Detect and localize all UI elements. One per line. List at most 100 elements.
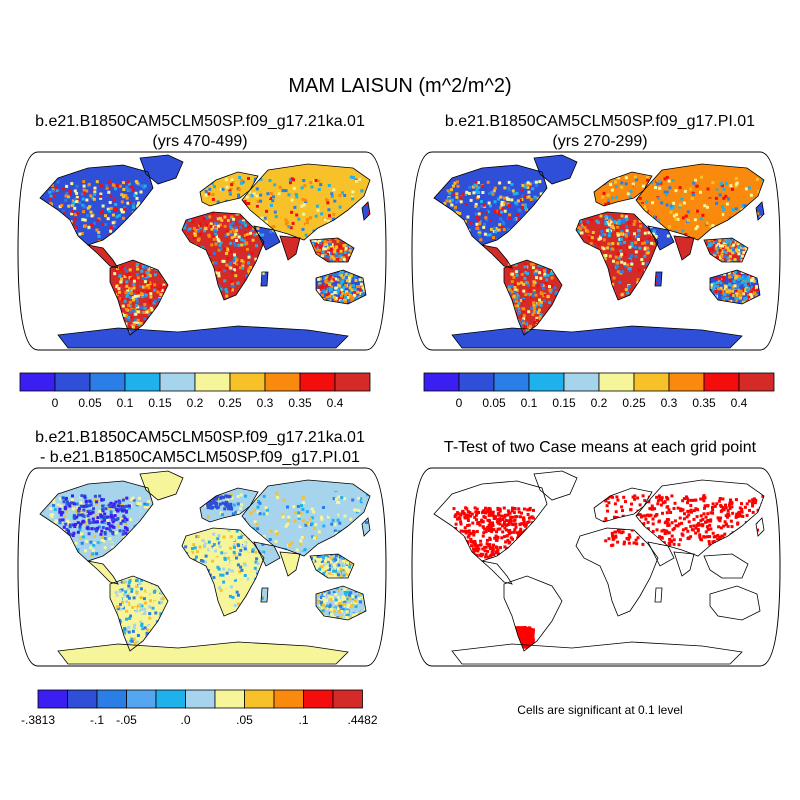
coastline [39,164,154,246]
colorbar-box [299,372,336,392]
colorbar-box [54,372,91,392]
panel3-title: b.e21.B1850CAM5CLM50SP.f09_g17.21ka.01 -… [0,428,400,468]
coastline [673,551,695,577]
coastline [755,517,765,537]
panel2-title: b.e21.B1850CAM5CLM50SP.f09_g17.PI.01 (yr… [400,112,800,152]
coastline [86,560,119,585]
colorbar-label: 0.4 [731,396,748,410]
colorbar-box [738,372,775,392]
colorbar-box [89,372,126,392]
land-asia [242,480,370,556]
colorbar-label: 0.25 [622,396,646,410]
colorbar-label: -.3813 [21,713,55,727]
coastline [593,487,653,523]
colorbar-label: .05 [236,713,253,727]
panel1-map [17,151,387,351]
land-arabia [648,542,674,566]
colorbar-box [244,689,275,709]
map-frame [411,467,781,667]
coastline [575,211,659,301]
coastline [309,553,355,579]
colorbar-box [668,372,705,392]
land-greenland [140,471,183,500]
land-greenland [534,155,577,184]
colorbar-label: 0 [456,396,463,410]
land-africa [182,528,264,616]
coastline [315,585,367,621]
colorbar-box [124,372,161,392]
colorbar-box [563,372,600,392]
coastline [181,527,265,617]
significance-note: Cells are significant at 0.1 level [517,703,683,717]
land-madagascar [261,272,268,286]
coastline [654,271,663,287]
coastline [139,154,184,185]
land-northAmerica [40,165,153,245]
map-frame [411,151,781,351]
coastline [451,641,743,665]
panel1-title-line1: b.e21.B1850CAM5CLM50SP.f09_g17.21ka.01 [35,113,365,130]
land-india [280,552,300,576]
coastline [654,587,663,603]
colorbar-label: -.1 [90,713,104,727]
coastline [86,244,119,269]
coastline [361,201,371,221]
colorbar-label: 0.3 [661,396,678,410]
land-india [280,236,300,260]
coastline [253,541,281,567]
coastline [109,575,169,652]
coastline [309,237,355,263]
land-centralAm [88,561,118,584]
colorbar-label: .1 [298,713,308,727]
colorbar-label: 0 [52,396,59,410]
panel4-map [411,467,781,667]
coastline [647,541,675,567]
colorbar-box [264,372,301,392]
coastline [241,163,371,241]
land-centralAm [482,245,512,268]
colorbar-box [159,372,196,392]
coastline [755,201,765,221]
coastline [279,551,301,577]
coastline [703,237,749,263]
coastline [433,480,548,562]
colorbar-box [229,372,266,392]
coastline [451,325,743,349]
land-centralAm [88,245,118,268]
coastline [279,235,301,261]
coastline [181,211,265,301]
colorbar-box [423,372,460,392]
colorbar-box [19,372,56,392]
coastline [433,164,548,246]
colorbar-label: 0.35 [692,396,716,410]
land-antarctica [58,642,348,664]
land-greenland [140,155,183,184]
colorbar-box [194,372,231,392]
colorbar-box [214,689,245,709]
land-india [674,552,694,576]
coastline [647,225,675,251]
panel1-title: b.e21.B1850CAM5CLM50SP.f09_g17.21ka.01 (… [0,112,400,152]
land-antarctica [58,326,348,348]
map-frame [17,151,387,351]
land-india [674,236,694,260]
colorbar-box [332,689,363,709]
coastline [260,587,269,603]
panel1-colorbar: 0 0.05 0.1 0.15 0.2 0.25 0.3 0.35 0.4 [19,372,371,410]
coastline [709,269,761,305]
colorbar-box [458,372,495,392]
colorbar-label: 0.2 [591,396,608,410]
panel3-title-line1: b.e21.B1850CAM5CLM50SP.f09_g17.21ka.01 [35,429,365,446]
colorbar-box [273,689,304,709]
colorbar-label: 0.4 [327,396,344,410]
land-africa [576,528,658,616]
coastline [635,479,765,557]
colorbar-label: 0.15 [552,396,576,410]
coastline [503,575,563,652]
land-centralAm [482,561,512,584]
colorbar-box [633,372,670,392]
land-asia [636,164,764,240]
colorbar-label: 0.25 [218,396,242,410]
coastline [709,585,761,621]
panel4-title: T-Test of two Case means at each grid po… [400,438,800,458]
